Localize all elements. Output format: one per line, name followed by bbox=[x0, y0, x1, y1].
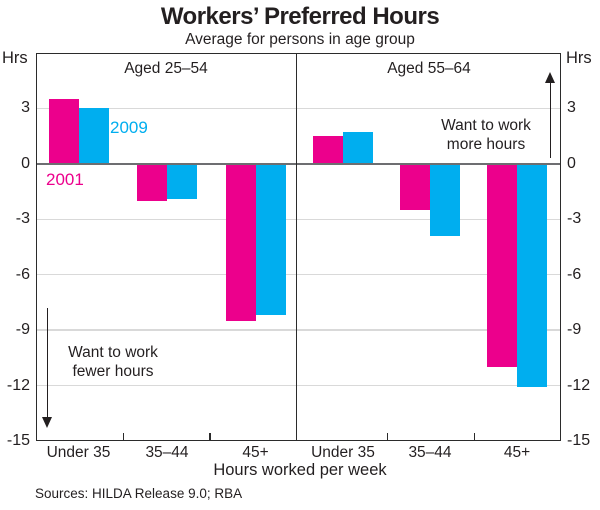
annotation-more-hours: Want to work more hours bbox=[426, 116, 546, 154]
chart-subtitle: Average for persons in age group bbox=[185, 31, 415, 48]
x-axis-title: Hours worked per week bbox=[213, 461, 387, 479]
y-tick-label-right-3: 3 bbox=[567, 99, 576, 117]
annotation-more-line1: Want to work bbox=[441, 117, 531, 134]
y-tick-label-right--6: -6 bbox=[567, 265, 582, 283]
x-tick-label-35–44-panel0: 35–44 bbox=[145, 444, 189, 461]
x-tick-label-under-35-panel0: Under 35 bbox=[46, 444, 111, 461]
more-hours-arrow-line bbox=[549, 82, 551, 158]
bar-2001-under-35-panel1 bbox=[313, 136, 343, 164]
y-tick-label-left--12: -12 bbox=[6, 376, 30, 394]
annotation-fewer-line2: fewer hours bbox=[72, 363, 154, 380]
panel-header-aged-25-54: Aged 25–54 bbox=[124, 60, 208, 77]
bar-2009-45+-panel0 bbox=[255, 163, 286, 316]
bar-2001-35–44-panel0 bbox=[137, 163, 167, 201]
y-tick-label-left--15: -15 bbox=[6, 432, 30, 449]
x-tick-label-45+-panel0: 45+ bbox=[242, 444, 269, 461]
bar-2009-35–44-panel1 bbox=[430, 163, 460, 236]
series-label-2009: 2009 bbox=[110, 118, 148, 137]
fewer-hours-arrow-line bbox=[46, 308, 48, 418]
y-tick-label-right--12: -12 bbox=[567, 376, 591, 394]
series-label-2001: 2001 bbox=[46, 170, 84, 189]
y-axis-unit-right: Hrs bbox=[566, 49, 592, 67]
annotation-fewer-hours: Want to work fewer hours bbox=[50, 343, 176, 381]
annotation-more-line2: more hours bbox=[446, 136, 526, 153]
zero-line bbox=[36, 162, 561, 165]
y-tick-label-left-0: 0 bbox=[21, 154, 30, 172]
y-tick-label-left--6: -6 bbox=[15, 265, 30, 283]
annotation-fewer-line1: Want to work bbox=[68, 344, 158, 361]
y-tick-label-right-0: 0 bbox=[567, 154, 576, 172]
bar-2009-under-35-panel0 bbox=[78, 108, 109, 164]
bar-2009-under-35-panel1 bbox=[343, 132, 373, 164]
y-axis-unit-left: Hrs bbox=[2, 49, 28, 67]
gridline--9 bbox=[36, 329, 561, 331]
x-tick-label-45+-panel1: 45+ bbox=[503, 444, 531, 461]
gridline-3 bbox=[36, 107, 561, 110]
panel-divider bbox=[295, 53, 298, 441]
bar-2001-under-35-panel0 bbox=[48, 99, 79, 164]
x-axis-tick-panel0-1 bbox=[209, 433, 211, 441]
y-tick-label-right--3: -3 bbox=[567, 210, 582, 228]
bar-2009-35–44-panel0 bbox=[167, 163, 197, 199]
y-tick-label-left-3: 3 bbox=[21, 99, 30, 117]
x-axis-tick-panel0-0 bbox=[122, 433, 125, 441]
x-tick-label-under-35-panel1: Under 35 bbox=[311, 444, 375, 461]
bar-2009-45+-panel1 bbox=[517, 163, 547, 388]
bar-2001-35–44-panel1 bbox=[400, 163, 430, 211]
bar-2001-45+-panel0 bbox=[225, 163, 256, 321]
x-tick-label-35–44-panel1: 35–44 bbox=[408, 444, 452, 461]
fewer-hours-arrow-head-icon bbox=[42, 417, 52, 428]
y-tick-label-left--3: -3 bbox=[15, 210, 30, 228]
chart-title: Workers’ Preferred Hours bbox=[160, 3, 440, 30]
sources-note: Sources: HILDA Release 9.0; RBA bbox=[35, 486, 243, 501]
gridline--6 bbox=[36, 273, 561, 276]
plot-frame bbox=[36, 53, 561, 441]
y-tick-label-left--9: -9 bbox=[15, 321, 30, 339]
x-axis-tick-panel1-0 bbox=[386, 433, 389, 441]
x-axis-tick-panel1-1 bbox=[473, 433, 476, 441]
y-tick-label-right--9: -9 bbox=[567, 321, 582, 339]
bar-2001-45+-panel1 bbox=[487, 163, 517, 368]
gridline--3 bbox=[36, 218, 561, 221]
y-tick-label-right--15: -15 bbox=[567, 432, 591, 449]
more-hours-arrow-head-icon bbox=[545, 72, 555, 83]
gridline--12 bbox=[36, 384, 561, 387]
panel-header-aged-55-64: Aged 55–64 bbox=[387, 60, 471, 77]
